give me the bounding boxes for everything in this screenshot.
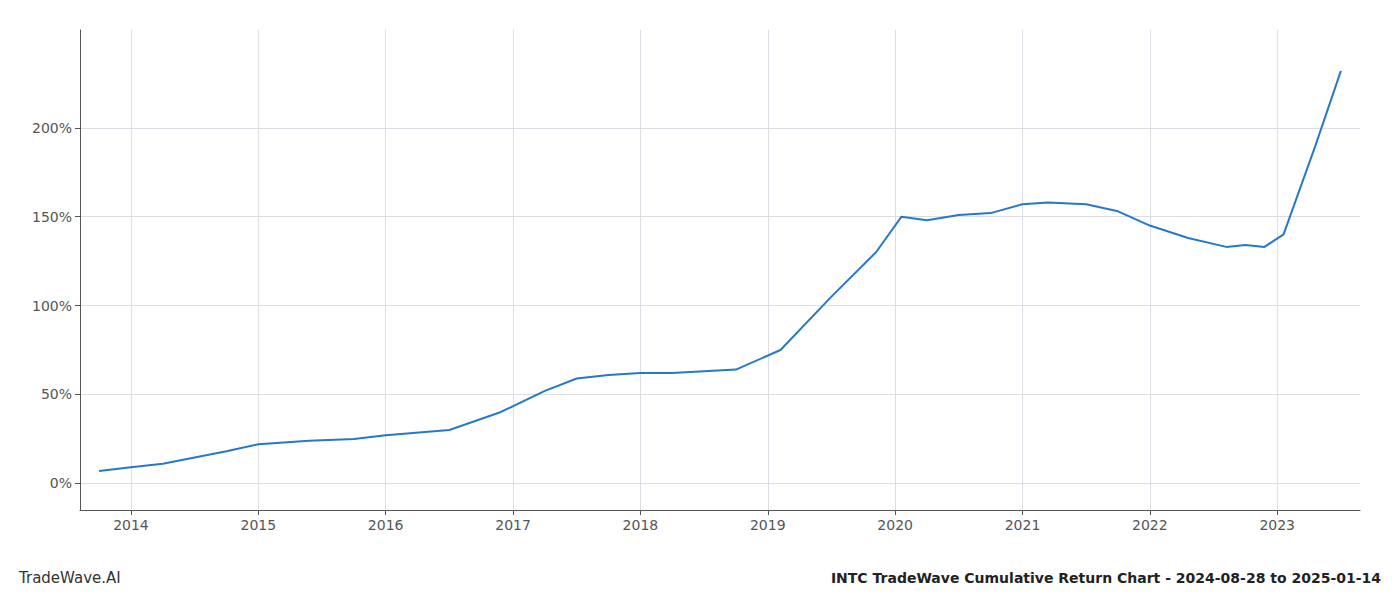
svg-text:2022: 2022 (1132, 517, 1168, 533)
svg-text:0%: 0% (50, 475, 72, 491)
svg-text:2017: 2017 (495, 517, 531, 533)
svg-text:100%: 100% (32, 298, 72, 314)
svg-text:200%: 200% (32, 120, 72, 136)
svg-text:2021: 2021 (1005, 517, 1041, 533)
svg-text:2016: 2016 (368, 517, 404, 533)
svg-text:50%: 50% (41, 386, 72, 402)
svg-text:INTC TradeWave Cumulative Retu: INTC TradeWave Cumulative Return Chart -… (831, 570, 1381, 586)
svg-text:2019: 2019 (750, 517, 786, 533)
svg-text:2023: 2023 (1259, 517, 1295, 533)
svg-text:2020: 2020 (877, 517, 913, 533)
svg-text:2014: 2014 (113, 517, 149, 533)
svg-text:TradeWave.AI: TradeWave.AI (18, 569, 121, 587)
svg-text:2015: 2015 (240, 517, 276, 533)
svg-text:150%: 150% (32, 209, 72, 225)
svg-text:2018: 2018 (623, 517, 659, 533)
